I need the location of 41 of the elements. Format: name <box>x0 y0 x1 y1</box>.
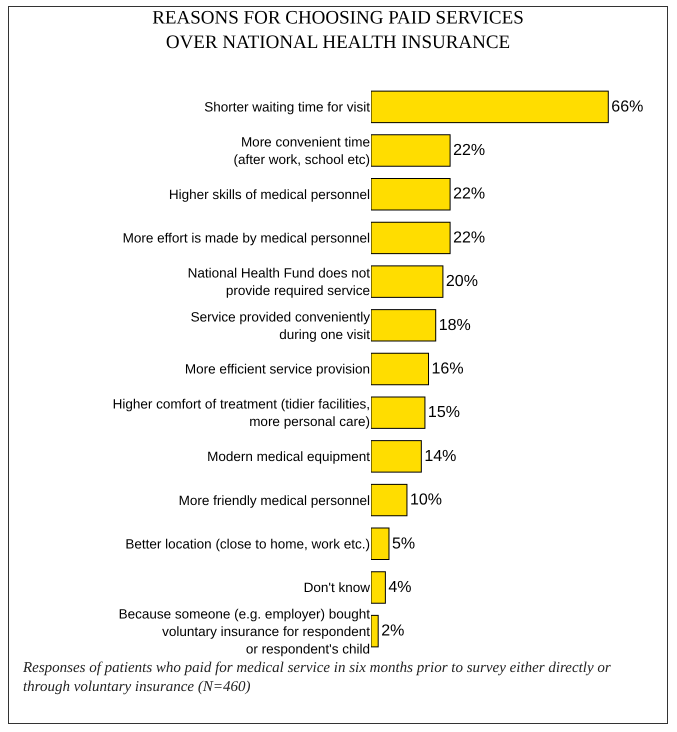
y-tick-label: More friendly medical personnel <box>178 492 370 508</box>
y-tick-label: Because someone (e.g. employer) bought voluntary insurance for respondent or respondent's child <box>118 606 370 656</box>
y-tick-label: Shorter waiting time for visit <box>204 100 370 115</box>
y-tick-label: Service provided conveniently during one visit <box>190 309 370 342</box>
text: Responses of patients who paid for medical service in six months prior to survey either directly or through voluntary insurance (N=460) <box>23 659 612 697</box>
y-tick-label: More convenient time (after work, school etc) <box>233 134 370 168</box>
bar <box>371 484 408 516</box>
y-tick-label: National Health Fund does not provide required service <box>188 266 370 298</box>
bar <box>371 90 609 124</box>
data-label: 10% <box>410 492 442 509</box>
bar <box>371 309 436 342</box>
data-label: 15% <box>428 404 460 422</box>
bar <box>371 222 451 254</box>
data-label: 18% <box>438 316 471 334</box>
data-label: 22% <box>453 186 486 203</box>
y-tick-label: More effort is made by medical personnel <box>122 230 370 246</box>
bar <box>371 352 430 386</box>
data-label: 20% <box>446 273 478 290</box>
bar <box>371 265 444 298</box>
data-label: 22% <box>453 142 486 160</box>
y-tick-label: Higher comfort of treatment (tidier facilities, more personal care) <box>112 396 370 430</box>
bar <box>371 440 422 473</box>
y-tick-label: Don't know <box>304 580 370 596</box>
bar <box>371 571 386 604</box>
data-label: 66% <box>611 98 644 116</box>
y-tick-label: Modern medical equipment <box>207 449 370 464</box>
y-tick-label: Higher skills of medical personnel <box>168 186 370 202</box>
data-label: 5% <box>392 535 416 552</box>
chart-title: REASONS FOR CHOOSING PAID SERVICES OVER NATIONAL HEALTH INSURANCE <box>152 7 524 53</box>
bar <box>371 178 451 210</box>
bar <box>371 528 390 560</box>
bar <box>371 134 451 167</box>
data-label: 4% <box>388 578 412 596</box>
data-label: 16% <box>432 360 464 378</box>
data-label: 22% <box>453 229 486 246</box>
data-label: 2% <box>381 622 404 640</box>
bar <box>371 396 426 429</box>
data-label: 14% <box>424 448 456 465</box>
y-tick-label: More efficient service provision <box>184 362 370 377</box>
y-tick-label: Better location (close to home, work etc.) <box>125 536 370 552</box>
bar <box>371 614 379 648</box>
